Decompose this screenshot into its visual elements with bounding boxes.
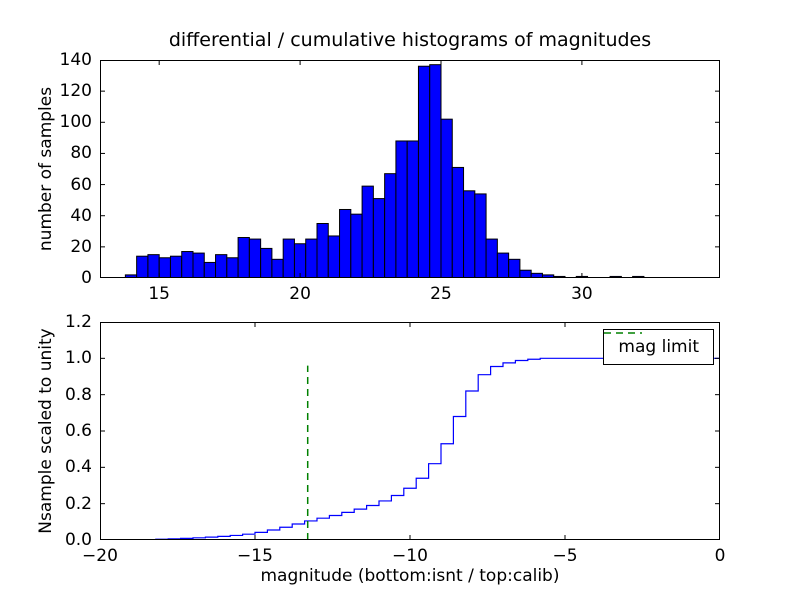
legend: mag limit: [603, 329, 714, 365]
legend-label: mag limit: [618, 337, 699, 357]
x-tick-label: 25: [430, 284, 452, 304]
chart-title: differential / cumulative histograms of …: [168, 29, 652, 51]
histogram-bar: [203, 261, 217, 278]
cumulative-line: [100, 357, 720, 540]
histogram-bar: [384, 173, 397, 278]
x-tick-label: −5: [552, 546, 578, 566]
histogram-bar: [248, 238, 262, 278]
x-tick-label: −20: [82, 546, 118, 566]
histogram-bar: [260, 247, 273, 278]
y-tick-label: 60: [70, 174, 92, 195]
histogram-bar: [417, 65, 431, 278]
y-tick-label: 80: [70, 143, 92, 164]
y-tick-label: 0.6: [64, 421, 92, 441]
top-histogram-axes: [100, 60, 720, 278]
histogram-bar: [339, 208, 352, 278]
y-tick-label: 1.2: [64, 312, 92, 332]
histogram-bar: [282, 238, 295, 278]
histogram-bar: [192, 252, 205, 278]
y-tick-label: 1.0: [64, 348, 92, 369]
histogram-bar: [474, 193, 487, 278]
axes-frame: [100, 322, 720, 540]
x-tick-label: −10: [392, 546, 428, 566]
histogram-bar: [429, 64, 442, 278]
y-tick-label: 0: [81, 268, 92, 288]
x-tick-label: −15: [237, 546, 273, 566]
x-tick-label: 30: [571, 284, 593, 304]
histogram-bar: [350, 213, 363, 278]
histogram-bar: [519, 269, 532, 278]
histogram-bar: [361, 185, 374, 278]
y-tick-label: 0.8: [64, 384, 92, 405]
top-histogram-plot: [100, 60, 720, 278]
y-tick-label: 100: [59, 112, 92, 133]
y-tick-label: 0.4: [64, 457, 92, 478]
x-tick-label: 20: [289, 284, 311, 304]
x-tick-label: 15: [148, 284, 170, 304]
histogram-bar: [508, 258, 521, 278]
y-tick-label: 20: [70, 236, 92, 257]
histogram-bar: [181, 251, 194, 278]
y-tick-label: 0.0: [64, 530, 92, 550]
histogram-bar: [463, 190, 476, 278]
y-tick-label: 140: [59, 50, 92, 70]
x-axis-label: magnitude (bottom:isnt / top:calib): [260, 566, 560, 586]
histogram-bar: [293, 243, 307, 278]
histogram-bar: [395, 140, 408, 278]
axes-frame: [100, 60, 720, 278]
histogram-bar: [440, 118, 453, 278]
histogram-bar: [327, 235, 341, 278]
histogram-bar: [136, 255, 149, 278]
histogram-bar: [215, 254, 228, 278]
histogram-bar: [237, 237, 250, 278]
histogram-bar: [158, 257, 171, 278]
y-tick-label: 120: [59, 81, 92, 102]
histogram-bar: [305, 238, 318, 278]
histogram-bar: [169, 255, 183, 278]
histogram-bar: [451, 166, 465, 278]
bottom-cumulative-plot: [100, 322, 720, 540]
histogram-bar: [372, 198, 386, 278]
legend-dashed-line-icon: [604, 332, 643, 334]
histogram-bar: [226, 257, 239, 278]
histogram-bar: [147, 254, 160, 278]
x-tick-label: 0: [714, 546, 726, 566]
y-tick-label: 0.2: [64, 493, 92, 514]
histogram-bar: [271, 258, 284, 278]
histogram-bar: [406, 140, 419, 278]
histogram-bar: [485, 238, 498, 278]
histogram-bar: [496, 252, 510, 278]
bottom-cumulative-axes: mag limit: [100, 322, 720, 540]
histogram-bar: [316, 223, 329, 278]
y-tick-label: 40: [70, 205, 92, 226]
